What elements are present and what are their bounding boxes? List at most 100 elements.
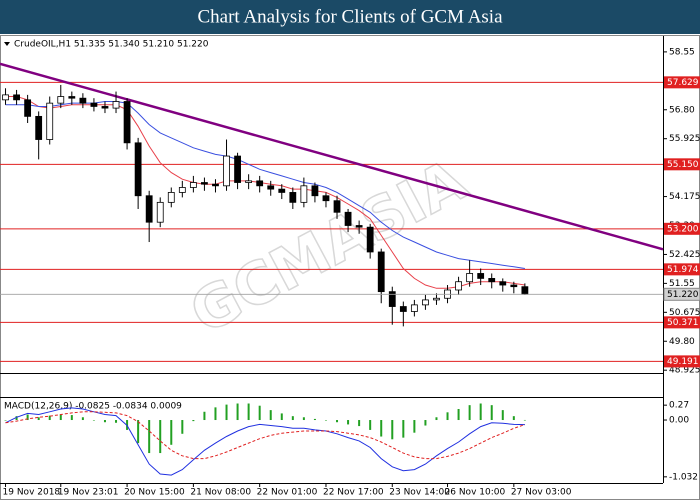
- histogram-bar: [336, 420, 339, 423]
- histogram-bar: [192, 420, 195, 422]
- histogram-bar: [358, 420, 361, 427]
- x-tick-label: 22 Nov 17:00: [323, 488, 384, 498]
- candle-body: [123, 101, 131, 144]
- candle-body: [510, 284, 518, 288]
- level-label: 55.150: [667, 160, 699, 170]
- histogram-bar: [302, 417, 305, 421]
- candle-body: [35, 115, 43, 140]
- histogram-bar: [501, 410, 504, 421]
- candle-body: [521, 286, 529, 295]
- histogram-bar: [159, 420, 162, 454]
- candle-body: [499, 281, 507, 286]
- histogram-bar: [148, 420, 151, 454]
- x-tick-label: 22 Nov 01:00: [257, 488, 318, 498]
- candle-body: [455, 281, 462, 291]
- candle-body: [167, 192, 175, 203]
- level-label-box: [664, 263, 700, 276]
- y-tick-label: 58.55: [669, 47, 695, 57]
- candle-body: [355, 225, 363, 228]
- histogram-bar: [81, 417, 84, 421]
- candle-body: [79, 97, 87, 104]
- candle-body: [300, 185, 308, 203]
- y-tick-label: 54.175: [669, 192, 700, 202]
- candle-body: [90, 102, 98, 107]
- level-label: 50.371: [667, 318, 699, 328]
- histogram-bar: [291, 416, 294, 421]
- candle-body: [212, 183, 219, 187]
- candle-body: [2, 94, 9, 101]
- candle-body: [234, 155, 241, 183]
- last-price-box: [663, 287, 700, 301]
- histogram-bar: [115, 420, 118, 423]
- histogram-bar: [247, 403, 250, 421]
- histogram-bar: [70, 415, 73, 421]
- histogram-bar: [280, 413, 283, 421]
- candle-body: [201, 182, 208, 185]
- page-title: Chart Analysis for Clients of GCM Asia: [197, 6, 503, 27]
- candle-body: [377, 251, 385, 293]
- histogram-bar: [225, 404, 228, 421]
- candle-body: [46, 102, 54, 140]
- y-tick-label: 48.925: [669, 366, 700, 376]
- y-tick-label: 51.55: [669, 279, 695, 289]
- candle-body: [322, 195, 330, 202]
- histogram-bar: [435, 417, 438, 421]
- candle-body: [344, 211, 352, 226]
- level-label-box: [664, 222, 700, 235]
- histogram-bar: [137, 420, 140, 444]
- candle-body: [145, 195, 153, 223]
- candle-body: [223, 155, 230, 187]
- level-label: 53.200: [667, 224, 699, 234]
- histogram-bar: [446, 412, 449, 421]
- histogram-bar: [269, 410, 272, 421]
- candle-body: [112, 101, 120, 109]
- candle-body: [289, 192, 297, 203]
- histogram-bar: [468, 405, 471, 421]
- histogram-bar: [92, 420, 95, 421]
- y-tick-label: 52.425: [669, 250, 700, 260]
- histogram-bar: [479, 403, 482, 421]
- candle-body: [245, 180, 253, 183]
- candle-body: [477, 273, 485, 279]
- histogram-bar: [391, 420, 394, 440]
- candle-body: [433, 297, 440, 301]
- x-tick-label: 27 Nov 03:00: [511, 488, 572, 498]
- candle-body: [333, 200, 341, 213]
- histogram-bar: [523, 419, 526, 421]
- histogram-bar: [490, 405, 493, 421]
- candle-body: [134, 142, 142, 197]
- histogram-bar: [347, 420, 350, 425]
- histogram-bar: [4, 420, 7, 421]
- histogram-bar: [15, 416, 18, 421]
- histogram-bar: [103, 420, 106, 423]
- x-tick-label: 21 Nov 08:00: [190, 488, 251, 498]
- histogram-bar: [26, 414, 29, 421]
- title-bar: [0, 0, 700, 34]
- histogram-bar: [313, 418, 316, 421]
- symbol-info: CrudeOIL,H1 51.335 51.340 51.210 51.220: [14, 40, 209, 50]
- x-tick-label: 19 Nov 2018: [3, 488, 61, 498]
- candle-body: [311, 185, 319, 197]
- candle-body: [189, 182, 197, 188]
- candle-body: [24, 99, 32, 117]
- menu-arrow: [4, 42, 10, 46]
- last-price-label: 51.220: [667, 290, 699, 300]
- macd-title: MACD(12,26,9) -0.0825 -0.0834 0.0009: [4, 402, 182, 412]
- level-label-box: [664, 355, 700, 368]
- candle-body: [57, 96, 65, 104]
- candle-body: [267, 185, 275, 190]
- level-label-box: [664, 316, 700, 329]
- candle-body: [466, 273, 474, 283]
- histogram-bar: [37, 417, 40, 421]
- candle-body: [178, 187, 186, 193]
- histogram-bar: [214, 407, 217, 421]
- x-tick-label: 26 Nov 10:00: [445, 488, 506, 498]
- x-tick-label: 19 Nov 23:01: [58, 488, 119, 498]
- y-tick-label: 55.925: [669, 134, 700, 144]
- histogram-bar: [59, 414, 62, 421]
- level-label: 57.629: [667, 78, 699, 88]
- histogram-bar: [48, 415, 51, 421]
- x-tick-label: 20 Nov 15:00: [124, 488, 185, 498]
- y-tick-label: -1.032: [669, 472, 698, 482]
